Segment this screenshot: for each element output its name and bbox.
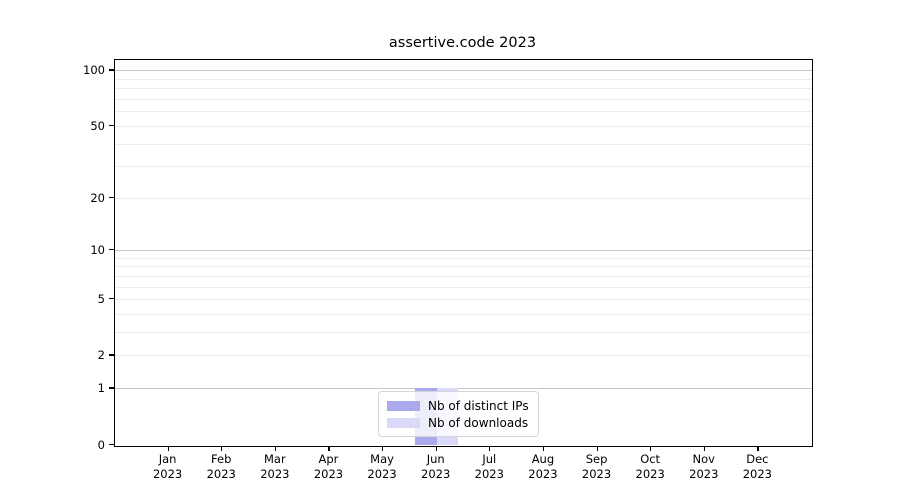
x-tick-mark [167, 446, 169, 451]
x-tick-mark [542, 446, 545, 451]
x-tick-label-line: Apr [318, 452, 339, 466]
x-tick-label-line: May [370, 452, 394, 466]
x-tick-label-line: 2023 [260, 467, 290, 481]
x-tick-label: Nov 2023 [674, 452, 734, 482]
y-tick-mark [109, 298, 114, 300]
gridline-minor [115, 99, 812, 101]
x-tick-mark [703, 446, 705, 451]
x-tick-label-line: Dec [746, 452, 769, 466]
x-tick-label: Apr 2023 [298, 452, 358, 482]
y-tick-mark [109, 124, 114, 127]
gridline-minor [115, 286, 812, 288]
x-tick-label-line: Jun [426, 452, 445, 466]
x-tick-label-line: Oct [640, 452, 661, 466]
x-tick-label: Mar 2023 [245, 452, 305, 482]
legend-item-downloads: Nb of downloads [387, 414, 529, 431]
legend-item-distinct-ips: Nb of distinct IPs [387, 397, 529, 414]
x-tick-label-line: Mar [263, 452, 286, 466]
x-tick-label-line: 2023 [421, 467, 451, 481]
x-tick-label: Dec 2023 [727, 452, 787, 482]
gridline-minor [115, 257, 812, 259]
gridline-minor [115, 125, 812, 127]
x-tick-label: Oct 2023 [620, 452, 680, 482]
y-tick-label: 5 [97, 292, 105, 307]
gridline-minor [115, 166, 812, 168]
y-tick-label: 20 [90, 190, 105, 205]
chart-title: assertive.code 2023 [388, 35, 537, 51]
x-tick-label-line: 2023 [581, 467, 612, 481]
x-tick-label: Jul 2023 [459, 452, 519, 482]
legend-label-distinct-ips: Nb of distinct IPs [428, 398, 529, 413]
gridline-minor [115, 275, 812, 277]
gridline-minor [115, 88, 812, 90]
x-tick-mark [489, 446, 491, 451]
x-tick-mark [757, 446, 759, 451]
gridline-minor [115, 197, 812, 199]
x-tick-mark [382, 446, 384, 451]
gridline-minor [115, 78, 812, 80]
gridline-minor [115, 332, 812, 334]
y-tick-label: 10 [90, 243, 105, 258]
x-tick-label-line: 2023 [367, 467, 397, 481]
gridline-minor [115, 355, 812, 357]
x-tick-label: Feb 2023 [191, 452, 251, 482]
x-tick-mark [596, 446, 598, 451]
x-tick-label-line: 2023 [528, 467, 558, 481]
y-tick-mark [109, 354, 114, 356]
x-tick-label: May 2023 [352, 452, 412, 482]
x-tick-label: Jan 2023 [138, 452, 198, 482]
legend-label-downloads: Nb of downloads [428, 415, 529, 430]
x-tick-label-line: Nov [692, 452, 715, 466]
x-tick-label-line: 2023 [742, 467, 773, 481]
x-tick-mark [274, 446, 277, 451]
x-tick-label: Aug 2023 [513, 452, 573, 482]
x-tick-label: Jun 2023 [406, 452, 466, 482]
x-tick-label-line: Jan [158, 452, 177, 466]
y-tick-mark [109, 196, 114, 198]
y-tick-label: 50 [90, 118, 105, 133]
x-tick-label-line: Jul [482, 452, 497, 466]
x-tick-label-line: 2023 [313, 467, 344, 481]
legend-swatch-downloads [387, 417, 420, 428]
gridline-minor [115, 299, 812, 301]
gridline-major [115, 70, 812, 72]
y-tick-mark [109, 387, 114, 389]
x-tick-label-line: 2023 [474, 467, 504, 481]
x-tick-mark [435, 446, 437, 451]
x-tick-label-line: 2023 [689, 467, 719, 481]
gridline-minor [115, 143, 812, 145]
x-tick-label-line: 2023 [152, 467, 183, 481]
y-tick-label: 2 [97, 348, 105, 363]
y-tick-mark [109, 249, 114, 251]
gridline-minor [115, 266, 812, 268]
gridline-major [115, 388, 812, 390]
plot-area: Nb of distinct IPs Nb of downloads [114, 59, 813, 447]
x-tick-label: Sep 2023 [567, 452, 627, 482]
legend-swatch-distinct-ips [387, 400, 420, 411]
x-tick-label-line: 2023 [635, 467, 665, 481]
y-tick-label: 1 [97, 381, 105, 396]
legend: Nb of distinct IPs Nb of downloads [378, 391, 539, 437]
y-tick-mark [109, 69, 114, 71]
x-tick-mark [328, 446, 330, 451]
x-tick-mark [221, 446, 223, 451]
x-tick-label-line: Feb [211, 452, 232, 466]
gridline-minor [115, 314, 812, 316]
gridline-major [115, 250, 812, 252]
x-tick-label-line: Sep [585, 452, 608, 466]
gridline-minor [115, 111, 812, 113]
x-tick-label-line: Aug [531, 452, 555, 466]
x-tick-label-line: 2023 [206, 467, 236, 481]
y-tick-label: 100 [83, 63, 105, 78]
y-tick-mark [109, 443, 114, 445]
y-tick-label: 0 [97, 437, 105, 452]
x-tick-mark [650, 446, 652, 451]
